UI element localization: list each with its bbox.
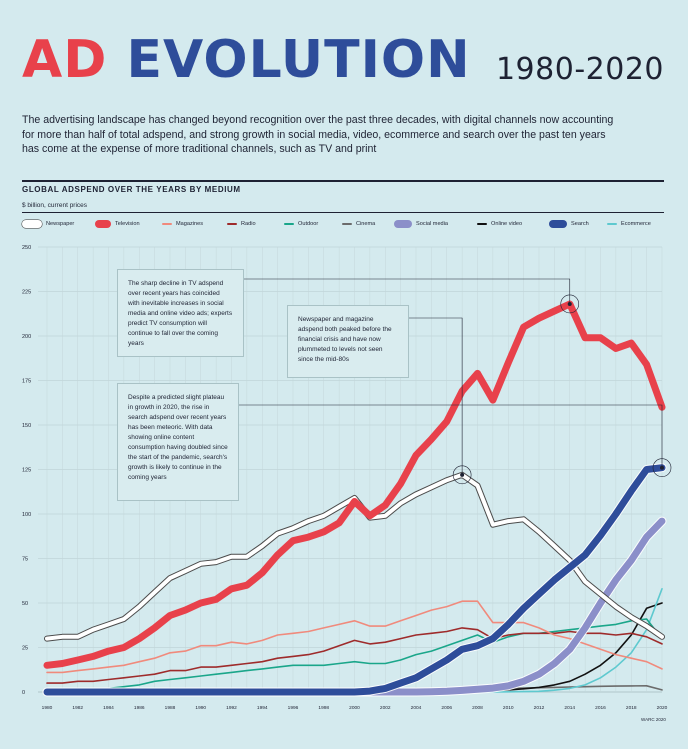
print-annotation: Newspaper and magazine adspend both peak… bbox=[287, 305, 409, 378]
legend-label-online-video: Online video bbox=[491, 221, 523, 227]
x-tick-label: 2004 bbox=[411, 705, 422, 711]
x-tick-label: 1990 bbox=[195, 705, 206, 711]
series-line-radio bbox=[46, 627, 663, 684]
series-line-television bbox=[43, 300, 666, 669]
x-tick-label: 1994 bbox=[257, 705, 268, 711]
y-tick-label: 175 bbox=[22, 379, 31, 385]
intro-text: The advertising landscape has changed be… bbox=[22, 114, 614, 155]
legend-label-social-media: Social media bbox=[416, 221, 449, 227]
legend-item-ecommerce: Ecommerce bbox=[607, 218, 651, 230]
x-tick-label: 2006 bbox=[441, 705, 452, 711]
legend-item-cinema: Cinema bbox=[342, 218, 375, 230]
y-tick-label: 150 bbox=[22, 423, 31, 429]
y-tick-label: 200 bbox=[22, 334, 31, 340]
tv-leader-line bbox=[244, 278, 571, 304]
legend-swatch-online-video bbox=[477, 223, 487, 225]
source-note: WARC 2020 bbox=[641, 717, 666, 722]
x-tick-label: 2020 bbox=[657, 705, 668, 711]
legend-label-search: Search bbox=[571, 221, 589, 227]
legend-swatch-social-media bbox=[394, 220, 412, 228]
x-tick-label: 2000 bbox=[349, 705, 360, 711]
x-tick-label: 1984 bbox=[103, 705, 114, 711]
legend-item-search: Search bbox=[549, 218, 589, 230]
series-line-search bbox=[43, 464, 666, 696]
x-tick-label: 1988 bbox=[165, 705, 176, 711]
year-range: 1980-2020 bbox=[495, 52, 664, 87]
legend-item-newspaper: Newspaper bbox=[22, 218, 74, 230]
x-tick-label: 2002 bbox=[380, 705, 391, 711]
legend-swatch-outdoor bbox=[284, 223, 294, 225]
legend-swatch-newspaper bbox=[22, 220, 42, 228]
top-rule bbox=[22, 180, 664, 182]
y-tick-label: 100 bbox=[22, 512, 31, 518]
y-tick-label: 75 bbox=[22, 557, 28, 563]
x-tick-label: 2018 bbox=[626, 705, 637, 711]
legend-swatch-ecommerce bbox=[607, 223, 617, 225]
legend-label-magazines: Magazines bbox=[176, 221, 204, 227]
x-tick-label: 1980 bbox=[42, 705, 53, 711]
y-tick-label: 125 bbox=[22, 468, 31, 474]
legend-label-radio: Radio bbox=[241, 221, 256, 227]
x-tick-label: 1998 bbox=[318, 705, 329, 711]
legend-item-radio: Radio bbox=[227, 218, 256, 230]
legend-swatch-search bbox=[549, 220, 567, 228]
page-title: AD EVOLUTION bbox=[22, 30, 471, 90]
print-leader-line bbox=[409, 317, 463, 475]
x-tick-label: 1986 bbox=[134, 705, 145, 711]
legend-item-television: Television bbox=[95, 218, 140, 230]
x-tick-label: 1992 bbox=[226, 705, 237, 711]
legend-swatch-radio bbox=[227, 223, 237, 225]
y-tick-label: 225 bbox=[22, 290, 31, 296]
series-line-outdoor bbox=[46, 618, 663, 690]
y-tick-label: 0 bbox=[22, 690, 25, 696]
legend-swatch-television bbox=[95, 220, 111, 228]
legend-label-cinema: Cinema bbox=[356, 221, 376, 227]
legend-item-outdoor: Outdoor bbox=[284, 218, 318, 230]
y-tick-label: 50 bbox=[22, 601, 28, 607]
x-tick-label: 2010 bbox=[503, 705, 514, 711]
series-line-magazines bbox=[46, 600, 663, 674]
title-ad: AD bbox=[22, 30, 108, 90]
legend-rule bbox=[22, 212, 664, 213]
search-leader-line bbox=[239, 404, 663, 468]
tv-annotation: The sharp decline in TV adspend over rec… bbox=[117, 269, 244, 357]
x-tick-label: 2008 bbox=[472, 705, 483, 711]
chart-subtitle: $ billion, current prices bbox=[22, 202, 88, 209]
legend-swatch-cinema bbox=[342, 223, 352, 225]
search-annotation: Despite a predicted slight plateau in gr… bbox=[117, 383, 239, 501]
x-tick-label: 2016 bbox=[595, 705, 606, 711]
legend-item-social-media: Social media bbox=[394, 218, 448, 230]
chart-legend: Newspaper Television Magazines Radio Outdoor… bbox=[22, 218, 664, 230]
x-tick-label: 1982 bbox=[72, 705, 83, 711]
legend-label-outdoor: Outdoor bbox=[298, 221, 319, 227]
legend-item-online-video: Online video bbox=[477, 218, 522, 230]
legend-label-newspaper: Newspaper bbox=[46, 221, 75, 227]
legend-label-ecommerce: Ecommerce bbox=[621, 221, 651, 227]
x-tick-label: 2014 bbox=[564, 705, 575, 711]
y-tick-label: 25 bbox=[22, 646, 28, 652]
title-evolution: EVOLUTION bbox=[126, 30, 471, 90]
legend-swatch-magazines bbox=[162, 223, 172, 225]
x-tick-label: 2012 bbox=[534, 705, 545, 711]
y-tick-label: 250 bbox=[22, 245, 31, 251]
legend-label-television: Television bbox=[115, 221, 140, 227]
chart-title: GLOBAL ADSPEND OVER THE YEARS BY MEDIUM bbox=[22, 185, 241, 194]
legend-item-magazines: Magazines bbox=[162, 218, 203, 230]
x-tick-label: 1996 bbox=[288, 705, 299, 711]
